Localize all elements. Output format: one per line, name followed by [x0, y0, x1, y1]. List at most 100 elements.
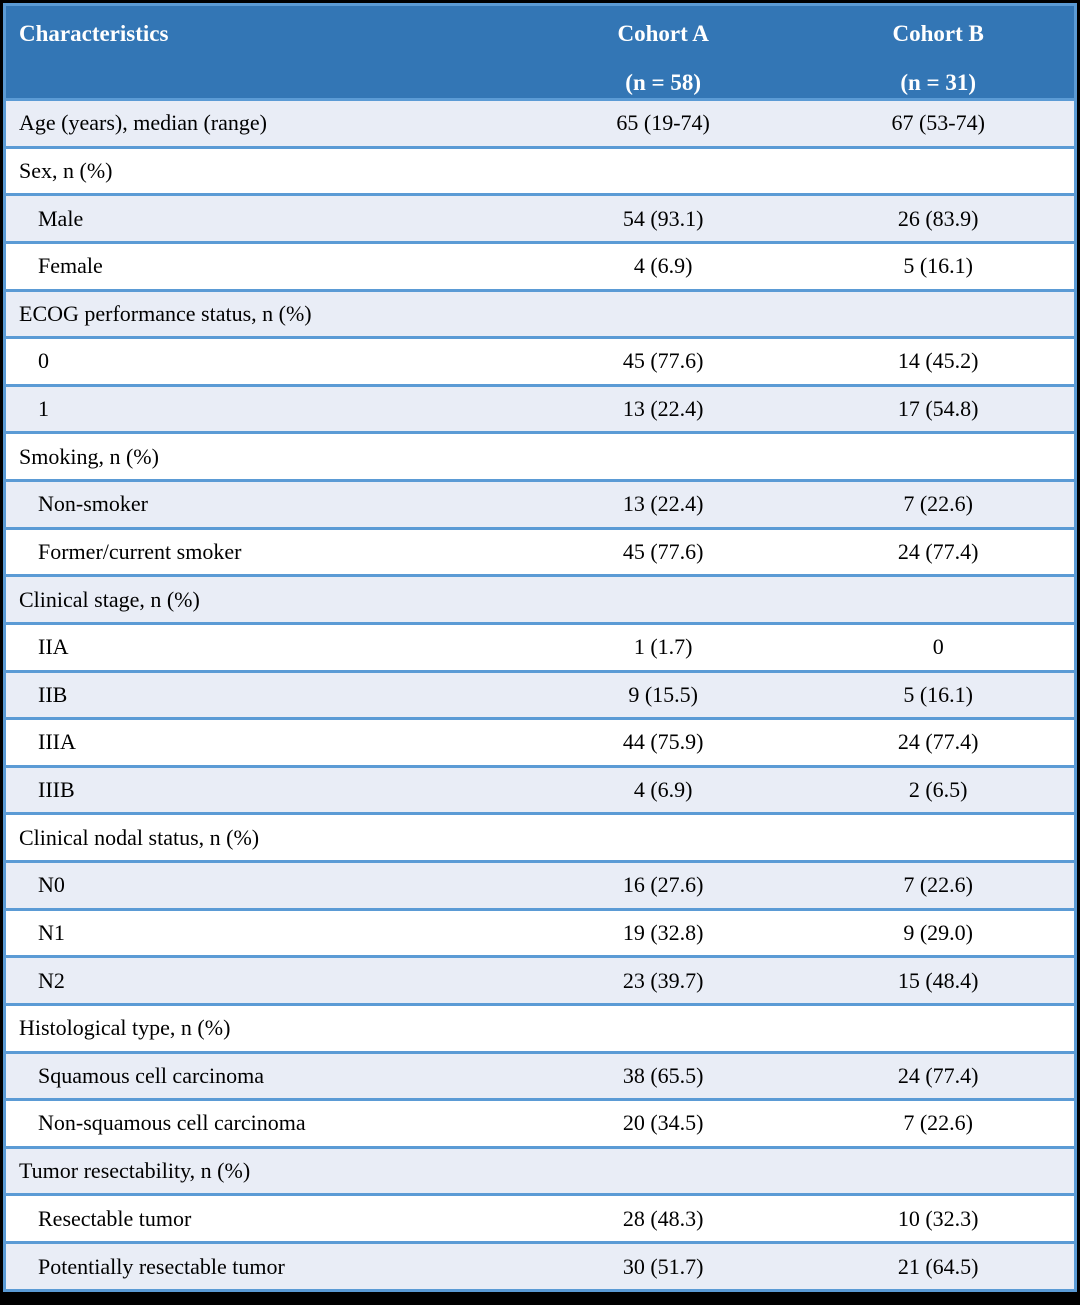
- cohort-b-value-cell: [802, 1145, 1076, 1197]
- cohort-b-value-cell: 24 (77.4): [802, 526, 1076, 578]
- table-row: Non-squamous cell carcinoma 20 (34.5) 7 (2…: [4, 1098, 1076, 1149]
- cohort-a-value-cell: [523, 145, 803, 197]
- row-label-cell: IIA: [4, 621, 524, 673]
- table-row: Potentially resectable tumor 30 (51.7) 21 …: [4, 1241, 1076, 1292]
- row-label-cell: IIIB: [4, 764, 524, 816]
- header-characteristics-label: Characteristics: [19, 21, 169, 46]
- cohort-b-value-cell: 7 (22.6): [802, 1098, 1076, 1149]
- cohort-a-value-cell: 4 (6.9): [523, 240, 803, 292]
- cohort-b-value-cell: 2 (6.5): [802, 764, 1076, 816]
- cohort-a-value-cell: 1 (1.7): [523, 621, 803, 673]
- cohort-a-value-cell: 23 (39.7): [523, 955, 803, 1006]
- cohort-a-value-cell: [523, 812, 803, 863]
- table-row: IIIB 4 (6.9) 2 (6.5): [4, 764, 1076, 816]
- section-row: Clinical nodal status, n (%): [4, 812, 1076, 863]
- cohort-b-value-cell: 26 (83.9): [802, 193, 1076, 244]
- cohort-a-value-cell: 65 (19-74): [523, 98, 803, 149]
- patient-characteristics-table: Characteristics Cohort A (n = 58) Cohort…: [3, 3, 1077, 1292]
- cohort-a-value-cell: 38 (65.5): [523, 1050, 803, 1102]
- header-cohort-a: Cohort A (n = 58): [523, 4, 803, 100]
- cohort-a-value-cell: 45 (77.6): [523, 526, 803, 578]
- section-row: Clinical stage, n (%): [4, 574, 1076, 625]
- cohort-a-value-cell: 4 (6.9): [523, 764, 803, 816]
- cohort-a-value-cell: [523, 1002, 803, 1054]
- row-label-cell: Potentially resectable tumor: [4, 1241, 524, 1292]
- row-label-cell: Smoking, n (%): [4, 431, 524, 482]
- header-cohort-a-n: (n = 58): [625, 70, 701, 95]
- table-row: N1 19 (32.8) 9 (29.0): [4, 907, 1076, 959]
- row-label-cell: IIB: [4, 669, 524, 721]
- row-label-cell: Histological type, n (%): [4, 1002, 524, 1054]
- row-label-cell: Former/current smoker: [4, 526, 524, 578]
- cohort-b-value-cell: 21 (64.5): [802, 1241, 1076, 1292]
- row-label-cell: Clinical nodal status, n (%): [4, 812, 524, 863]
- row-label-cell: IIIA: [4, 717, 524, 768]
- table-row: Squamous cell carcinoma 38 (65.5) 24 (77.4…: [4, 1050, 1076, 1102]
- table-row: Former/current smoker 45 (77.6) 24 (77.4): [4, 526, 1076, 578]
- row-label-cell: Resectable tumor: [4, 1193, 524, 1244]
- cohort-b-value-cell: 5 (16.1): [802, 240, 1076, 292]
- row-label-cell: ECOG performance status, n (%): [4, 288, 524, 340]
- cohort-a-value-cell: 20 (34.5): [523, 1098, 803, 1149]
- cohort-b-value-cell: [802, 288, 1076, 340]
- cohort-a-value-cell: [523, 1145, 803, 1197]
- row-label-cell: Age (years), median (range): [4, 98, 524, 149]
- row-label-cell: 0: [4, 336, 524, 387]
- cohort-b-value-cell: 7 (22.6): [802, 860, 1076, 911]
- table-row: IIB 9 (15.5) 5 (16.1): [4, 669, 1076, 721]
- header-cohort-b-n: (n = 31): [900, 70, 977, 95]
- table-frame: Characteristics Cohort A (n = 58) Cohort…: [3, 3, 1077, 1292]
- cohort-a-value-cell: 19 (32.8): [523, 907, 803, 959]
- cohort-b-value-cell: 15 (48.4): [802, 955, 1076, 1006]
- cohort-b-value-cell: 67 (53-74): [802, 98, 1076, 149]
- header-row: Characteristics Cohort A (n = 58) Cohort…: [4, 4, 1076, 100]
- table-row: Age (years), median (range) 65 (19-74) 67 …: [4, 98, 1076, 149]
- cohort-a-value-cell: 28 (48.3): [523, 1193, 803, 1244]
- cohort-a-value-cell: [523, 574, 803, 625]
- cohort-a-value-cell: [523, 288, 803, 340]
- cohort-b-value-cell: [802, 145, 1076, 197]
- cohort-b-value-cell: 10 (32.3): [802, 1193, 1076, 1244]
- row-label-cell: Non-smoker: [4, 479, 524, 530]
- table-row: N2 23 (39.7) 15 (48.4): [4, 955, 1076, 1006]
- cohort-b-value-cell: 9 (29.0): [802, 907, 1076, 959]
- cohort-a-value-cell: 16 (27.6): [523, 860, 803, 911]
- row-label-cell: N0: [4, 860, 524, 911]
- cohort-a-value-cell: 9 (15.5): [523, 669, 803, 721]
- table-row: 0 45 (77.6) 14 (45.2): [4, 336, 1076, 387]
- cohort-b-value-cell: 5 (16.1): [802, 669, 1076, 721]
- cohort-b-value-cell: 24 (77.4): [802, 1050, 1076, 1102]
- header-cohort-b-name: Cohort B: [892, 21, 984, 46]
- cohort-a-value-cell: 13 (22.4): [523, 383, 803, 435]
- row-label-cell: Sex, n (%): [4, 145, 524, 197]
- row-label-cell: 1: [4, 383, 524, 435]
- cohort-b-value-cell: [802, 431, 1076, 482]
- cohort-b-value-cell: 17 (54.8): [802, 383, 1076, 435]
- header-cohort-a-name: Cohort A: [617, 21, 709, 46]
- table-row: Resectable tumor 28 (48.3) 10 (32.3): [4, 1193, 1076, 1244]
- row-label-cell: Male: [4, 193, 524, 244]
- row-label-cell: Female: [4, 240, 524, 292]
- row-label-cell: Non-squamous cell carcinoma: [4, 1098, 524, 1149]
- header-cohort-b: Cohort B (n = 31): [802, 4, 1076, 100]
- table-row: IIIA 44 (75.9) 24 (77.4): [4, 717, 1076, 768]
- row-label-cell: Clinical stage, n (%): [4, 574, 524, 625]
- table-body: Age (years), median (range) 65 (19-74) 67 …: [4, 98, 1076, 1292]
- table-header: Characteristics Cohort A (n = 58) Cohort…: [4, 4, 1076, 100]
- cohort-b-value-cell: [802, 1002, 1076, 1054]
- table-row: IIA 1 (1.7) 0: [4, 621, 1076, 673]
- section-row: Sex, n (%): [4, 145, 1076, 197]
- cohort-a-value-cell: 54 (93.1): [523, 193, 803, 244]
- cohort-a-value-cell: 13 (22.4): [523, 479, 803, 530]
- cohort-b-value-cell: 24 (77.4): [802, 717, 1076, 768]
- row-label-cell: Tumor resectability, n (%): [4, 1145, 524, 1197]
- cohort-b-value-cell: [802, 574, 1076, 625]
- cohort-a-value-cell: [523, 431, 803, 482]
- row-label-cell: N1: [4, 907, 524, 959]
- cohort-a-value-cell: 45 (77.6): [523, 336, 803, 387]
- row-label-cell: Squamous cell carcinoma: [4, 1050, 524, 1102]
- section-row: Histological type, n (%): [4, 1002, 1076, 1054]
- table-row: N0 16 (27.6) 7 (22.6): [4, 860, 1076, 911]
- table-row: Non-smoker 13 (22.4) 7 (22.6): [4, 479, 1076, 530]
